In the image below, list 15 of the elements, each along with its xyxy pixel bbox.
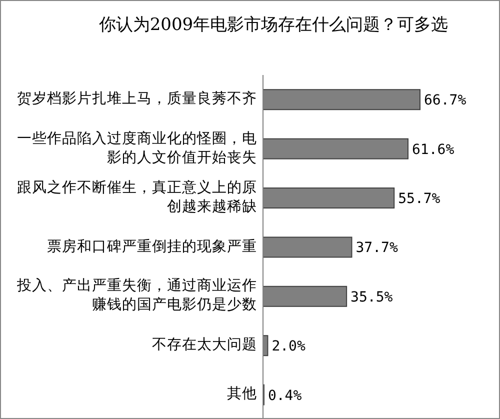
data-label: 2.0% — [272, 338, 306, 355]
y-tick-label: 一些作品陷入过度商业化的怪圈，电影的人文价值开始丧失 — [16, 130, 257, 168]
y-tick-label: 其他 — [227, 385, 257, 404]
data-label: 66.7% — [424, 92, 467, 109]
data-label: 35.5% — [350, 289, 394, 306]
y-tick-label: 贺岁档影片扎堆上马，质量良莠不齐 — [17, 90, 257, 110]
chart-title: 你认为2009年电影市场存在什么问题？可多选 — [98, 14, 450, 36]
y-tick-label: 不存在太大问题 — [152, 336, 257, 356]
y-tick-label: 票房和口碑严重倒挂的现象严重 — [47, 238, 257, 257]
data-label: 61.6% — [412, 142, 455, 158]
data-label: 55.7% — [398, 191, 441, 207]
y-tick-label: 跟风之作不断催生，真正意义上的原创越来越稀缺 — [16, 179, 257, 217]
y-tick-label: 投入、产出严重失衡，通过商业运作赚钱的国产电影仍是少数 — [16, 277, 257, 316]
data-label: 0.4% — [268, 388, 302, 404]
data-label: 37.7% — [356, 240, 398, 256]
